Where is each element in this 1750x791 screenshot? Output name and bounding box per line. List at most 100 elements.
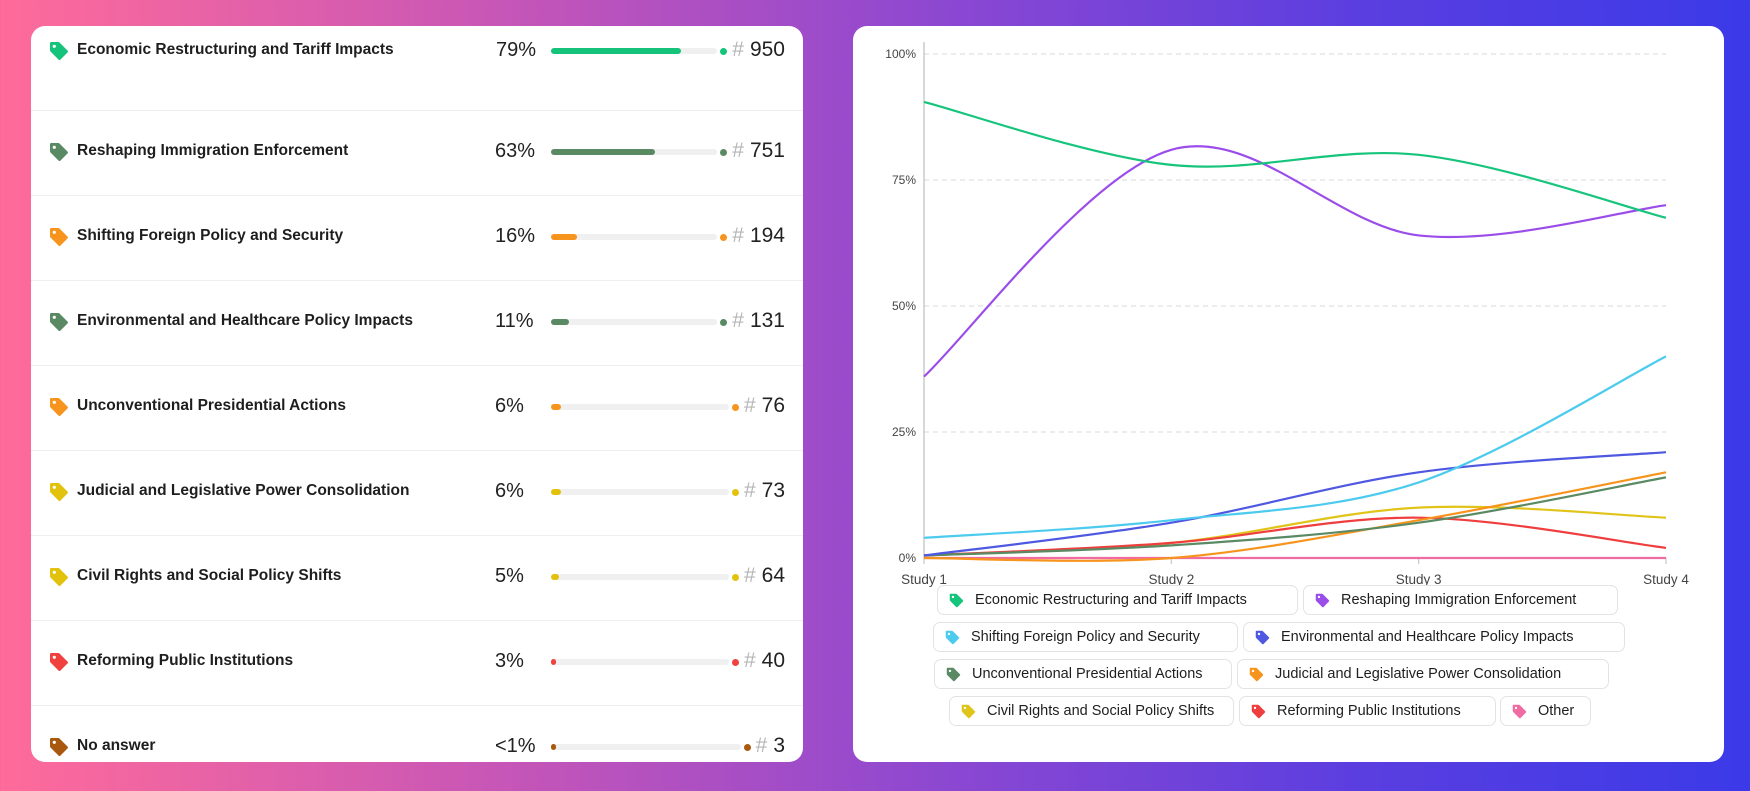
tag-icon bbox=[49, 567, 69, 587]
progress-track bbox=[551, 403, 739, 411]
tag-icon bbox=[49, 142, 69, 162]
y-tick-label: 0% bbox=[899, 551, 917, 565]
hash-symbol: # bbox=[732, 139, 744, 162]
hash-symbol: # bbox=[732, 309, 744, 332]
tag-icon bbox=[1251, 704, 1266, 719]
topic-label: Civil Rights and Social Policy Shifts bbox=[77, 567, 342, 584]
progress-fill bbox=[551, 234, 578, 240]
progress-fill bbox=[551, 659, 556, 665]
topic-row[interactable]: Economic Restructuring and Tariff Impact… bbox=[31, 26, 803, 111]
progress-fill bbox=[551, 319, 570, 325]
topics-panel: Economic Restructuring and Tariff Impact… bbox=[31, 26, 803, 762]
topic-row[interactable]: Reshaping Immigration Enforcement 63% #751 bbox=[31, 111, 803, 196]
topic-count: #64 bbox=[744, 564, 785, 588]
progress-track bbox=[551, 148, 727, 156]
topic-row[interactable]: No answer <1% #3 bbox=[31, 706, 803, 791]
legend-label: Shifting Foreign Policy and Security bbox=[971, 629, 1200, 645]
topic-count: #751 bbox=[732, 139, 785, 163]
topic-count: #194 bbox=[732, 224, 785, 248]
topic-label: Economic Restructuring and Tariff Impact… bbox=[77, 41, 394, 58]
hash-symbol: # bbox=[743, 564, 756, 587]
legend-label: Judicial and Legislative Power Consolida… bbox=[1275, 666, 1562, 682]
topic-count: #3 bbox=[756, 734, 785, 758]
progress-end-dot bbox=[732, 488, 739, 496]
topic-percentage: 3% bbox=[495, 650, 524, 672]
y-tick-label: 50% bbox=[892, 299, 916, 313]
tag-icon bbox=[49, 227, 69, 247]
legend-label: Economic Restructuring and Tariff Impact… bbox=[975, 592, 1247, 608]
series-line-shifting-foreign-policy-and-security bbox=[923, 355, 1667, 539]
topic-count: #73 bbox=[744, 479, 785, 503]
progress-track bbox=[551, 743, 751, 751]
hash-symbol: # bbox=[755, 734, 768, 757]
topic-row[interactable]: Reforming Public Institutions 3% #40 bbox=[31, 621, 803, 706]
topic-percentage: 16% bbox=[495, 225, 536, 247]
x-tick-label: Study 1 bbox=[901, 572, 947, 587]
progress-end-dot bbox=[720, 47, 727, 55]
legend-label: Civil Rights and Social Policy Shifts bbox=[987, 703, 1215, 719]
progress-track bbox=[551, 233, 727, 241]
progress-fill bbox=[551, 574, 560, 580]
legend-item[interactable]: Environmental and Healthcare Policy Impa… bbox=[1243, 622, 1625, 652]
legend-label: Other bbox=[1538, 703, 1575, 719]
series-line-environmental-and-healthcare-policy-impacts bbox=[923, 451, 1667, 557]
tag-icon bbox=[946, 667, 961, 682]
topic-row[interactable]: Environmental and Healthcare Policy Impa… bbox=[31, 281, 803, 366]
topic-count: #950 bbox=[732, 38, 785, 62]
hash-symbol: # bbox=[732, 224, 744, 247]
tag-icon bbox=[945, 630, 960, 645]
legend-label: Unconventional Presidential Actions bbox=[972, 666, 1203, 682]
legend-label: Reforming Public Institutions bbox=[1277, 703, 1461, 719]
x-tick-label: Study 4 bbox=[1643, 572, 1689, 587]
progress-track bbox=[551, 318, 727, 326]
series-line-unconventional-presidential-actions bbox=[923, 476, 1667, 557]
legend-item[interactable]: Shifting Foreign Policy and Security bbox=[933, 622, 1238, 652]
count-value: 131 bbox=[749, 309, 785, 332]
legend-label: Reshaping Immigration Enforcement bbox=[1341, 592, 1577, 608]
series-line-economic-restructuring-and-tariff-impacts bbox=[923, 100, 1667, 219]
y-tick-label: 100% bbox=[885, 47, 916, 61]
progress-fill bbox=[551, 744, 556, 750]
progress-end-dot bbox=[732, 573, 739, 581]
progress-track bbox=[551, 573, 739, 581]
topic-percentage: <1% bbox=[495, 735, 536, 757]
x-tick-label: Study 2 bbox=[1148, 572, 1194, 587]
legend-item[interactable]: Reforming Public Institutions bbox=[1239, 696, 1496, 726]
tag-icon bbox=[961, 704, 976, 719]
legend-item[interactable]: Other bbox=[1500, 696, 1591, 726]
legend-item[interactable]: Unconventional Presidential Actions bbox=[934, 659, 1232, 689]
series-line-judicial-and-legislative-power-consolidation bbox=[923, 471, 1667, 562]
hash-symbol: # bbox=[743, 479, 756, 502]
count-value: 76 bbox=[761, 394, 785, 417]
topic-label: Unconventional Presidential Actions bbox=[77, 397, 347, 414]
x-tick-label: Study 3 bbox=[1396, 572, 1442, 587]
legend-item[interactable]: Civil Rights and Social Policy Shifts bbox=[949, 696, 1234, 726]
topic-percentage: 6% bbox=[495, 395, 524, 417]
legend-item[interactable]: Reshaping Immigration Enforcement bbox=[1303, 585, 1618, 615]
topic-percentage: 11% bbox=[495, 310, 534, 332]
progress-end-dot bbox=[744, 743, 751, 751]
topic-percentage: 6% bbox=[495, 480, 524, 502]
topic-count: #40 bbox=[744, 649, 785, 673]
topic-row[interactable]: Civil Rights and Social Policy Shifts 5% #… bbox=[31, 536, 803, 621]
progress-end-dot bbox=[732, 658, 739, 666]
y-tick-label: 25% bbox=[892, 425, 916, 439]
progress-end-dot bbox=[720, 233, 727, 241]
tag-icon bbox=[1249, 667, 1264, 682]
tag-icon bbox=[49, 737, 69, 757]
legend-item[interactable]: Economic Restructuring and Tariff Impact… bbox=[937, 585, 1298, 615]
count-value: 64 bbox=[761, 564, 785, 587]
hash-symbol: # bbox=[743, 649, 756, 672]
tag-icon bbox=[1512, 704, 1527, 719]
progress-track bbox=[551, 658, 739, 666]
count-value: 950 bbox=[749, 38, 785, 61]
legend-item[interactable]: Judicial and Legislative Power Consolida… bbox=[1237, 659, 1609, 689]
tag-icon bbox=[49, 41, 69, 61]
tag-icon bbox=[1255, 630, 1270, 645]
topic-row[interactable]: Shifting Foreign Policy and Security 16% #… bbox=[31, 196, 803, 281]
legend-label: Environmental and Healthcare Policy Impa… bbox=[1281, 629, 1574, 645]
topic-row[interactable]: Judicial and Legislative Power Consolida… bbox=[31, 451, 803, 536]
topic-row[interactable]: Unconventional Presidential Actions 6% #76 bbox=[31, 366, 803, 451]
topic-percentage: 5% bbox=[495, 565, 524, 587]
tag-icon bbox=[1315, 593, 1330, 608]
